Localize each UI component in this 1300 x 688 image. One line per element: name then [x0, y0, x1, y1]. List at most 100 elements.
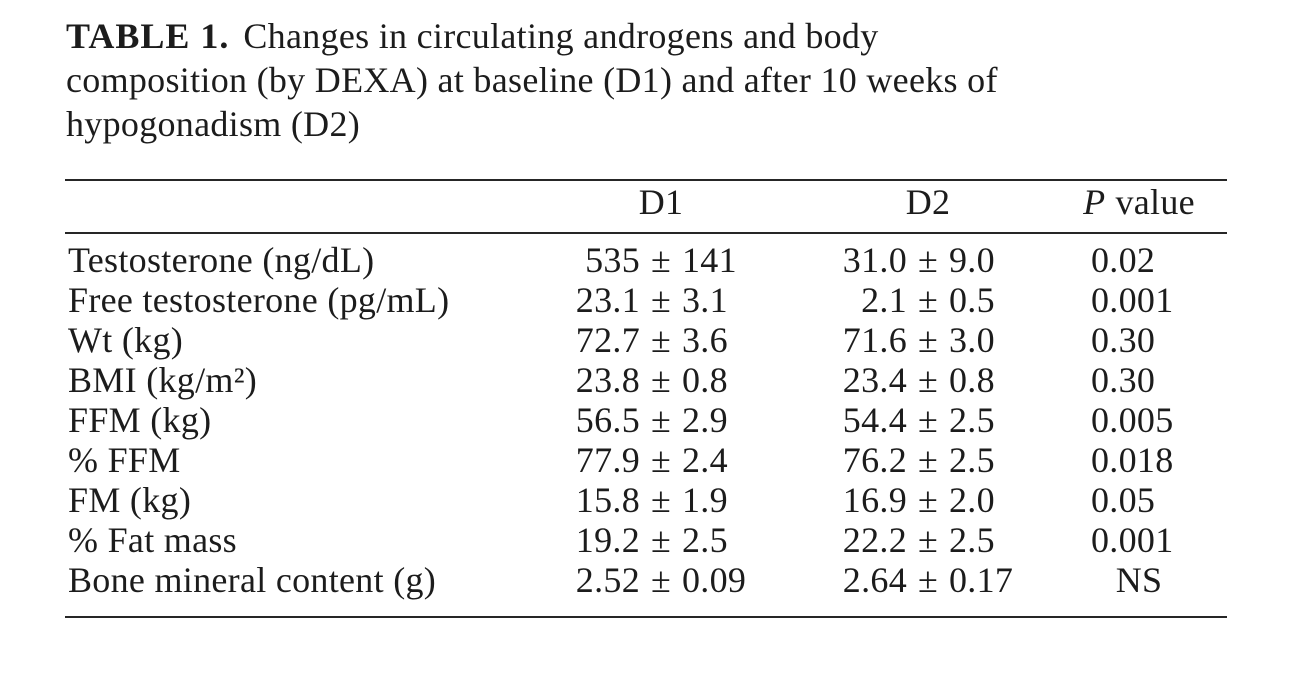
plus-minus-sign: ± [917, 400, 939, 440]
p-value: 0.30 [1091, 360, 1156, 400]
d1-value-group: 2.52 ± 0.09 [546, 560, 776, 600]
d1-value-group: 23.1 ± 3.1 [546, 280, 776, 320]
caption-line-3: hypogonadism (D2) [66, 102, 998, 146]
caption-text-line-1: Changes in circulating androgens and bod… [243, 16, 879, 56]
d2-cell: 16.9 ± 2.0 [805, 480, 1051, 520]
d1-mean: 19.2 [575, 520, 640, 560]
d2-sd: 2.5 [949, 400, 995, 440]
header-p-symbol: P [1083, 182, 1106, 222]
d2-cell: 54.4 ± 2.5 [805, 400, 1051, 440]
d2-sd: 3.0 [949, 320, 995, 360]
d1-mean: 535 [585, 240, 640, 280]
table-row: Free testosterone (pg/mL) 23.1 ± 3.1 2.1… [65, 280, 1227, 320]
d2-sd: 9.0 [949, 240, 995, 280]
row-label: % Fat mass [68, 520, 237, 560]
d1-value-group: 56.5 ± 2.9 [546, 400, 776, 440]
d1-mean: 2.52 [575, 560, 640, 600]
d2-cell: 71.6 ± 3.0 [805, 320, 1051, 360]
plus-minus-sign: ± [650, 400, 672, 440]
d2-sd: 2.5 [949, 520, 995, 560]
d1-sd: 141 [682, 240, 737, 280]
caption-text-line-2: composition (by DEXA) at baseline (D1) a… [66, 60, 998, 100]
plus-minus-sign: ± [917, 480, 939, 520]
d1-cell: 56.5 ± 2.9 [517, 400, 805, 440]
plus-minus-sign: ± [650, 520, 672, 560]
row-label: Testosterone (ng/dL) [68, 240, 375, 280]
table-row: BMI (kg/m²) 23.8 ± 0.8 23.4 ± 0.8 [65, 360, 1227, 400]
p-value: 0.001 [1091, 280, 1174, 320]
d2-mean: 76.2 [842, 440, 907, 480]
d2-sd: 0.8 [949, 360, 995, 400]
d2-value-group: 71.6 ± 3.0 [813, 320, 1043, 360]
p-cell: 0.001 [1051, 280, 1227, 320]
d1-sd: 2.5 [682, 520, 728, 560]
d1-sd: 3.1 [682, 280, 728, 320]
header-parameter-blank [65, 180, 517, 234]
d2-value-group: 22.2 ± 2.5 [813, 520, 1043, 560]
d2-mean: 2.1 [861, 280, 907, 320]
d1-cell: 77.9 ± 2.4 [517, 440, 805, 480]
row-label: BMI (kg/m²) [68, 360, 258, 400]
d1-sd: 0.8 [682, 360, 728, 400]
d2-sd: 0.17 [949, 560, 1014, 600]
d2-value-group: 16.9 ± 2.0 [813, 480, 1043, 520]
plus-minus-sign: ± [650, 360, 672, 400]
d1-cell: 15.8 ± 1.9 [517, 480, 805, 520]
d2-mean: 2.64 [842, 560, 907, 600]
d1-cell: 2.52 ± 0.09 [517, 560, 805, 617]
d2-cell: 2.64 ± 0.17 [805, 560, 1051, 617]
d1-value-group: 19.2 ± 2.5 [546, 520, 776, 560]
plus-minus-sign: ± [917, 320, 939, 360]
header-d2: D2 [805, 180, 1051, 234]
p-cell: 0.05 [1051, 480, 1227, 520]
p-cell: 0.005 [1051, 400, 1227, 440]
row-label: % FFM [68, 440, 181, 480]
plus-minus-sign: ± [650, 560, 672, 600]
p-value: 0.001 [1091, 520, 1174, 560]
d2-sd: 2.5 [949, 440, 995, 480]
d1-mean: 15.8 [575, 480, 640, 520]
table-row: Bone mineral content (g) 2.52 ± 0.09 2.6… [65, 560, 1227, 617]
d1-cell: 23.8 ± 0.8 [517, 360, 805, 400]
d1-cell: 19.2 ± 2.5 [517, 520, 805, 560]
d1-value-group: 23.8 ± 0.8 [546, 360, 776, 400]
d2-value-group: 23.4 ± 0.8 [813, 360, 1043, 400]
p-cell: 0.001 [1051, 520, 1227, 560]
d2-value-group: 76.2 ± 2.5 [813, 440, 1043, 480]
p-value: 0.05 [1091, 480, 1156, 520]
d2-cell: 76.2 ± 2.5 [805, 440, 1051, 480]
d2-mean: 16.9 [842, 480, 907, 520]
d2-cell: 2.1 ± 0.5 [805, 280, 1051, 320]
plus-minus-sign: ± [917, 240, 939, 280]
d2-value-group: 54.4 ± 2.5 [813, 400, 1043, 440]
caption-text-line-3: hypogonadism (D2) [66, 104, 361, 144]
p-cell: 0.02 [1051, 233, 1227, 280]
d1-sd: 2.4 [682, 440, 728, 480]
plus-minus-sign: ± [650, 280, 672, 320]
plus-minus-sign: ± [650, 240, 672, 280]
d2-mean: 71.6 [842, 320, 907, 360]
table-row: FM (kg) 15.8 ± 1.9 16.9 ± 2.0 [65, 480, 1227, 520]
d2-mean: 22.2 [842, 520, 907, 560]
plus-minus-sign: ± [917, 360, 939, 400]
plus-minus-sign: ± [917, 440, 939, 480]
d2-mean: 23.4 [842, 360, 907, 400]
d1-sd: 1.9 [682, 480, 728, 520]
d2-value-group: 31.0 ± 9.0 [813, 240, 1043, 280]
d2-value-group: 2.1 ± 0.5 [813, 280, 1043, 320]
caption-line-1: TABLE 1. Changes in circulating androgens… [66, 14, 998, 58]
p-cell: 0.30 [1051, 320, 1227, 360]
plus-minus-sign: ± [917, 560, 939, 600]
table-row: % Fat mass 19.2 ± 2.5 22.2 ± 2.5 [65, 520, 1227, 560]
p-value: 0.005 [1091, 400, 1174, 440]
plus-minus-sign: ± [650, 440, 672, 480]
plus-minus-sign: ± [650, 320, 672, 360]
plus-minus-sign: ± [917, 520, 939, 560]
p-cell: NS [1051, 560, 1227, 617]
d2-cell: 31.0 ± 9.0 [805, 233, 1051, 280]
row-label: Free testosterone (pg/mL) [68, 280, 450, 320]
table-caption: TABLE 1. Changes in circulating androgens… [66, 14, 998, 146]
d2-cell: 23.4 ± 0.8 [805, 360, 1051, 400]
